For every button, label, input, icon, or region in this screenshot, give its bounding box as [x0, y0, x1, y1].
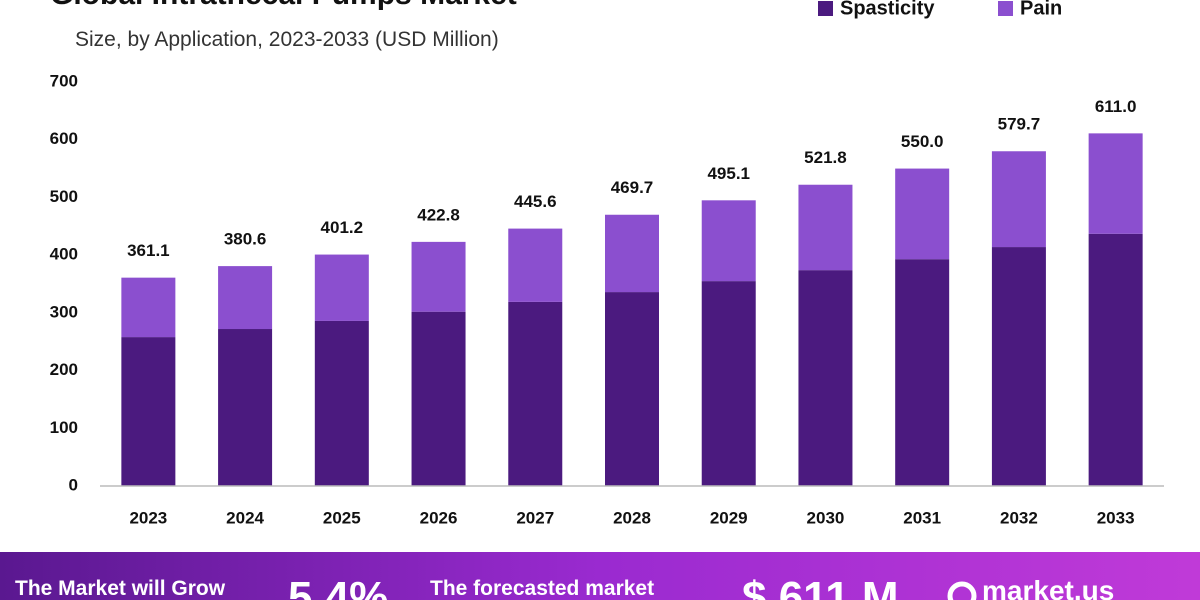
y-tick-label: 200: [50, 360, 78, 379]
y-tick-label: 300: [50, 302, 78, 321]
total-label: 401.2: [321, 218, 364, 237]
bar-segment: [1088, 233, 1143, 486]
x-tick-label: 2023: [129, 508, 167, 527]
footer: The Market will Grow 5.4% The forecasted…: [0, 552, 1200, 600]
bar-segment: [605, 214, 659, 293]
footer-cagr: 5.4%: [288, 573, 388, 600]
y-tick-label: 500: [50, 187, 78, 206]
total-label: 521.8: [804, 148, 847, 167]
x-tick-label: 2030: [807, 508, 845, 527]
bar-segment: [991, 151, 1046, 248]
chart-subtitle: Size, by Application, 2023-2033 (USD Mil…: [75, 28, 499, 51]
bar-segment: [605, 292, 659, 486]
footer-brand: market.us: [982, 575, 1114, 600]
total-label: 550.0: [901, 132, 944, 151]
footer-grow: The Market will Grow: [15, 577, 226, 600]
bar-segment: [314, 320, 369, 486]
total-label: 611.0: [1095, 97, 1137, 116]
x-tick-label: 2029: [710, 508, 748, 527]
legend-label: Spasticity: [840, 0, 935, 19]
bar-segment: [991, 247, 1046, 486]
bar-segment: [798, 270, 853, 486]
bar-segment: [121, 277, 176, 338]
total-label: 445.6: [514, 192, 557, 211]
footer-band: [0, 552, 1200, 600]
bar-segment: [314, 254, 369, 321]
total-label: 361.1: [127, 241, 170, 260]
x-tick-label: 2032: [1000, 508, 1038, 527]
y-tick-label: 100: [50, 418, 78, 437]
x-tick-label: 2033: [1097, 508, 1135, 527]
total-label: 469.7: [611, 178, 654, 197]
bar-segment: [121, 337, 176, 486]
footer-forecast-value: $ 611 M: [742, 573, 899, 600]
chart-title: Global Intrathecal Pumps Market: [50, 0, 517, 11]
legend-swatch: [818, 1, 833, 16]
bar-segment: [411, 311, 466, 486]
total-label: 380.6: [224, 230, 267, 249]
footer-forecast: The forecasted market: [430, 577, 654, 600]
total-label: 579.7: [998, 115, 1041, 134]
y-tick-label: 600: [50, 129, 78, 148]
total-label: 422.8: [417, 205, 460, 224]
bar-segment: [701, 281, 756, 486]
y-tick-label: 400: [50, 245, 78, 264]
x-tick-label: 2025: [323, 508, 361, 527]
x-tick-label: 2028: [613, 508, 651, 527]
bar-segment: [218, 266, 273, 330]
x-tick-label: 2026: [420, 508, 458, 527]
bar-segment: [895, 259, 950, 486]
bar-segment: [508, 228, 563, 302]
bar-segment: [411, 241, 466, 312]
bar-segment: [895, 168, 950, 260]
bar-segment: [218, 329, 273, 486]
legend-swatch: [998, 1, 1013, 16]
y-tick-label: 700: [50, 71, 78, 90]
total-label: 495.1: [707, 164, 750, 183]
x-tick-label: 2024: [226, 508, 264, 527]
y-tick-label: 0: [69, 475, 78, 494]
bar-segment: [1088, 133, 1143, 234]
legend-label: Pain: [1020, 0, 1062, 19]
bar-segment: [508, 301, 563, 486]
brand-logo: [947, 581, 977, 600]
x-tick-label: 2027: [516, 508, 554, 527]
bar-segment: [798, 184, 853, 271]
bar-segment: [701, 200, 756, 282]
x-tick-label: 2031: [903, 508, 941, 527]
